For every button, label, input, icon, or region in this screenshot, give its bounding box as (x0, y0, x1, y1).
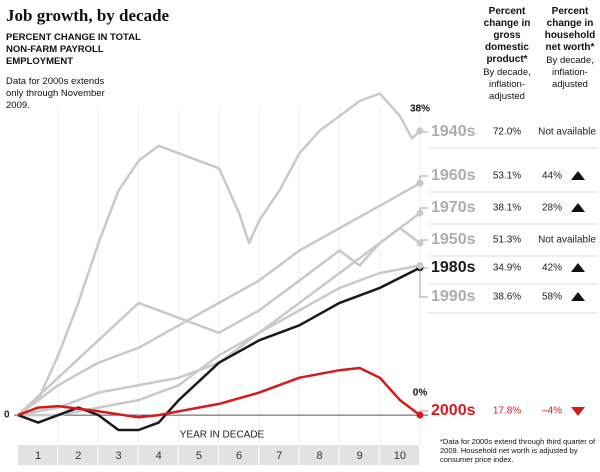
chart-subtitle: PERCENT CHANGE IN TOTAL NON-FARM PAYROLL… (6, 32, 141, 67)
worth-value: 58% (542, 292, 562, 303)
gdp-value: 72.0% (493, 127, 521, 138)
legend-label: 1970s (431, 199, 476, 216)
gdp-subheader: By decade, inflation-adjusted (483, 67, 531, 102)
worth-subheader: By decade, inflation-adjusted (546, 55, 594, 90)
year-box (178, 445, 218, 465)
worth-value: 28% (542, 203, 562, 214)
legend-label: 1960s (431, 167, 476, 184)
series-line (17, 226, 421, 417)
x-axis-label: YEAR IN DECADE (180, 430, 265, 441)
series-line (17, 366, 421, 419)
trend-arrow (571, 203, 585, 212)
year-box (219, 445, 259, 465)
gdp-value: 51.3% (493, 235, 521, 246)
worth-value: –4% (542, 406, 562, 417)
x-tick-label: 1 (35, 450, 41, 462)
x-tick-label: 4 (156, 450, 162, 462)
gdp-value: 38.1% (493, 203, 521, 214)
year-box (18, 445, 58, 465)
year-box (259, 445, 299, 465)
worth-header-title: Percent change in household net worth* (544, 6, 596, 53)
trend-arrow (571, 407, 585, 416)
x-tick-label: 3 (115, 450, 121, 462)
worth-value: Not available (538, 127, 596, 138)
worth-value: 44% (542, 171, 562, 182)
gdp-header-title: Percent change in gross domestic product… (483, 6, 531, 65)
series-line (17, 182, 421, 417)
x-tick-label: 8 (316, 450, 322, 462)
legend-label: 1990s (431, 288, 476, 305)
series-line (17, 92, 421, 417)
gdp-value: 17.8% (493, 406, 521, 417)
chart-title: Job growth, by decade (6, 6, 170, 25)
x-tick-label: 7 (276, 450, 282, 462)
chart-note: Data for 2000s extends only through Nove… (6, 76, 105, 111)
end-label: 0% (413, 388, 428, 399)
year-box (339, 445, 379, 465)
x-tick-label: 2 (75, 450, 81, 462)
x-tick-label: 5 (196, 450, 202, 462)
x-tick-label: 6 (236, 450, 242, 462)
legend-label: 2000s (431, 402, 476, 419)
worth-value: Not available (538, 235, 596, 246)
gdp-value: 34.9% (493, 263, 521, 274)
end-dot (416, 239, 424, 247)
gdp-value: 53.1% (493, 171, 521, 182)
worth-value: 42% (542, 263, 562, 274)
gdp-value: 38.6% (493, 292, 521, 303)
worth-header: Percent change in household net worth* B… (538, 6, 600, 91)
end-dot (416, 262, 424, 269)
x-tick-label: 10 (394, 450, 406, 462)
year-box (98, 445, 138, 465)
trend-arrow (571, 171, 585, 180)
year-box (379, 445, 419, 465)
x-tick-label: 9 (357, 450, 363, 462)
year-box (299, 445, 339, 465)
legend-label: 1950s (431, 231, 476, 248)
legend-label: 1980s (431, 259, 476, 276)
trend-arrow (571, 263, 585, 272)
gdp-header: Percent change in gross domestic product… (475, 6, 539, 103)
footnote: *Data for 2000s extend through third qua… (440, 437, 596, 464)
end-dot (416, 411, 424, 419)
legend-label: 1940s (431, 123, 476, 140)
series-line (17, 266, 421, 432)
end-label: 38% (410, 104, 430, 115)
end-dot (416, 179, 424, 187)
end-dot (416, 209, 424, 217)
y-tick-label: 0 (4, 410, 10, 421)
year-box (138, 445, 178, 465)
year-box (58, 445, 98, 465)
end-dot (416, 127, 424, 135)
trend-arrow (571, 292, 585, 301)
